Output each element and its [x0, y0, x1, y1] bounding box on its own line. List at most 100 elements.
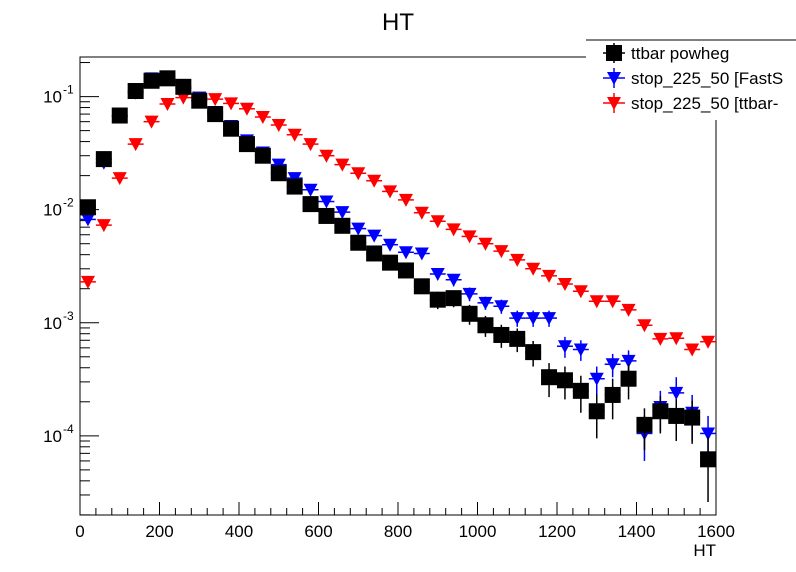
data-point: [175, 78, 192, 95]
data-point: [588, 403, 605, 420]
data-point: [287, 128, 302, 142]
x-tick-label: 600: [304, 522, 332, 541]
series-0: [79, 70, 717, 502]
data-point: [366, 245, 383, 262]
data-point: [700, 451, 717, 468]
y-tick-exponent: -4: [63, 422, 74, 436]
data-point: [478, 237, 493, 251]
data-point: [557, 278, 572, 292]
data-point: [620, 370, 637, 387]
data-point: [223, 120, 240, 137]
data-point: [685, 343, 700, 357]
plot-frame: [79, 56, 717, 516]
data-point: [382, 254, 399, 271]
data-point: [684, 409, 701, 426]
data-point: [701, 335, 716, 349]
data-point: [111, 107, 128, 124]
data-point: [319, 149, 334, 163]
data-point: [302, 196, 319, 213]
data-point: [286, 178, 303, 195]
x-axis-label: HT: [693, 541, 716, 560]
series-2: [80, 91, 716, 357]
data-point: [462, 230, 477, 244]
data-point: [95, 151, 112, 168]
y-tick-exponent: -3: [63, 309, 74, 323]
chart-title: HT: [382, 9, 414, 36]
data-point: [446, 223, 461, 237]
data-point: [255, 110, 270, 124]
data-point: [669, 386, 684, 400]
data-point: [159, 70, 176, 87]
data-point: [318, 207, 335, 224]
data-point: [493, 326, 510, 343]
x-tick-label: 1400: [618, 522, 656, 541]
x-tick-label: 1600: [697, 522, 735, 541]
data-point: [398, 246, 413, 260]
data-point: [367, 229, 382, 243]
data-point: [510, 253, 525, 267]
data-point: [478, 296, 493, 310]
data-point: [526, 262, 541, 276]
data-point: [383, 185, 398, 199]
data-point: [669, 332, 684, 346]
data-point: [542, 269, 557, 283]
legend-entry: stop_225_50 [ttbar-: [603, 93, 778, 113]
data-point: [383, 238, 398, 252]
data-point: [143, 72, 160, 89]
data-point: [589, 295, 604, 309]
data-point: [542, 312, 557, 326]
data-point: [510, 312, 525, 326]
data-point: [303, 138, 318, 152]
data-marks: [79, 70, 717, 502]
data-point: [79, 199, 96, 216]
data-point: [128, 138, 143, 152]
legend-marker: [607, 97, 621, 110]
data-point: [80, 213, 95, 227]
data-point: [573, 285, 588, 299]
y-tick-exponent: -2: [63, 196, 74, 210]
y-tick-label: 10: [43, 88, 62, 107]
data-point: [572, 382, 589, 399]
data-point: [335, 158, 350, 172]
data-point: [239, 102, 254, 116]
x-tick-label: 0: [75, 522, 84, 541]
data-point: [191, 92, 208, 109]
data-point: [604, 386, 621, 403]
x-tick-label: 800: [384, 522, 412, 541]
x-tick-label: 1000: [459, 522, 497, 541]
data-point: [350, 234, 367, 251]
legend-label: stop_225_50 [FastS: [631, 69, 783, 88]
data-point: [144, 115, 159, 129]
data-point: [127, 83, 144, 100]
data-point: [398, 193, 413, 207]
legend-marker: [606, 45, 622, 61]
data-point: [367, 174, 382, 188]
data-point: [589, 372, 604, 386]
x-tick-label: 200: [145, 522, 173, 541]
data-point: [176, 91, 191, 105]
data-point: [208, 93, 223, 107]
data-point: [80, 275, 95, 289]
data-point: [668, 407, 685, 424]
data-point: [96, 219, 111, 233]
data-point: [319, 195, 334, 209]
data-point: [494, 300, 509, 314]
data-point: [270, 165, 287, 182]
data-point: [430, 215, 445, 229]
data-point: [573, 343, 588, 357]
data-point: [621, 354, 636, 368]
data-point: [525, 344, 542, 361]
data-point: [414, 206, 429, 220]
data-point: [303, 183, 318, 197]
data-point: [494, 245, 509, 259]
data-point: [413, 278, 430, 295]
data-point: [446, 273, 461, 287]
data-point: [254, 147, 271, 164]
data-point: [556, 372, 573, 389]
data-point: [477, 317, 494, 334]
data-point: [160, 97, 175, 111]
y-tick-label: 10: [43, 427, 62, 446]
data-point: [334, 217, 351, 234]
x-tick-label: 400: [225, 522, 253, 541]
